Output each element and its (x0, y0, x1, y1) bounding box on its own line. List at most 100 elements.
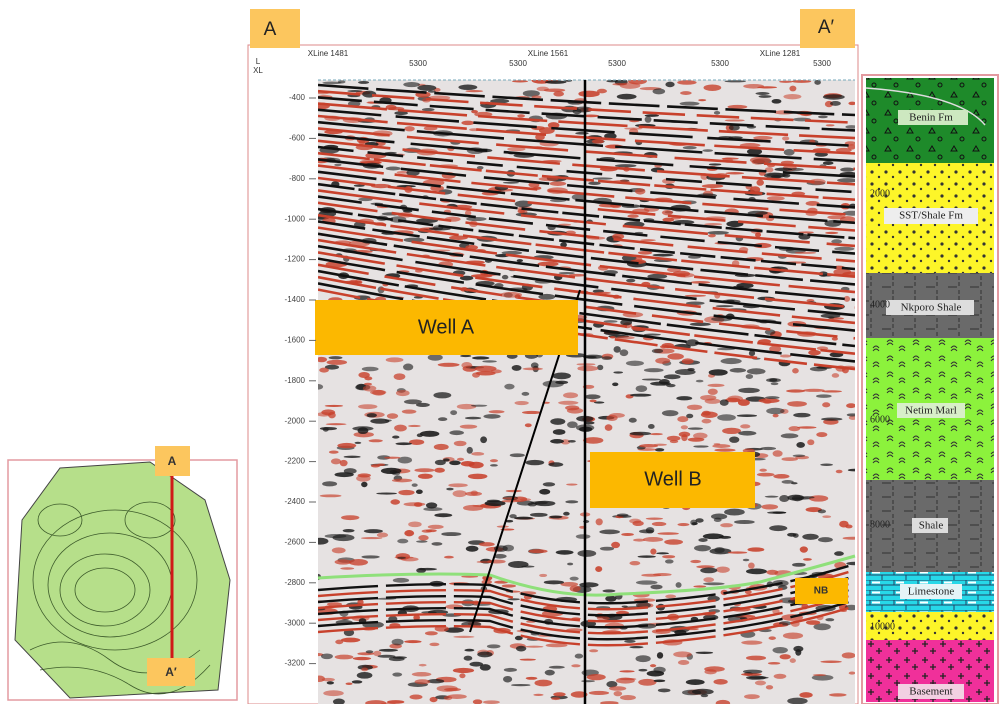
noise (848, 102, 856, 106)
noise (803, 389, 825, 392)
noise (363, 385, 376, 391)
noise (605, 424, 613, 431)
noise (622, 605, 628, 607)
noise (747, 368, 766, 374)
noise (558, 401, 578, 405)
noise (415, 679, 431, 684)
noise (657, 652, 663, 659)
noise (457, 458, 464, 461)
noise (757, 86, 777, 88)
noise (677, 80, 696, 84)
well-label: Well B (644, 468, 701, 490)
noise (650, 548, 656, 554)
noise (620, 349, 629, 356)
noise (551, 697, 560, 700)
noise (688, 438, 705, 442)
noise (367, 413, 377, 417)
noise (779, 81, 793, 83)
noise (512, 365, 522, 371)
noise (404, 530, 414, 536)
noise (459, 673, 465, 678)
depth-tick-label: -1200 (285, 255, 306, 264)
noise (825, 232, 838, 234)
noise (425, 631, 438, 635)
noise (567, 421, 578, 428)
noise (597, 365, 603, 370)
noise (429, 643, 439, 646)
noise (816, 394, 832, 398)
noise (325, 405, 343, 407)
noise (520, 659, 536, 661)
strat-column: Benin Fm SST/Shale Fm Nkporo Shale Netim… (862, 75, 998, 704)
noise (416, 489, 423, 494)
noise (419, 664, 427, 667)
noise (842, 652, 856, 658)
noise (650, 382, 671, 386)
noise (358, 404, 377, 409)
noise (768, 662, 780, 665)
noise (765, 496, 779, 498)
noise (502, 500, 520, 503)
noise (329, 450, 339, 453)
noise (695, 518, 703, 523)
noise (394, 425, 407, 432)
noise (665, 82, 674, 88)
noise (743, 670, 762, 674)
noise (507, 598, 520, 600)
noise (725, 119, 745, 121)
noise (765, 396, 780, 399)
noise (818, 509, 826, 513)
noise (721, 358, 742, 364)
noise (746, 568, 767, 574)
noise (418, 474, 433, 479)
noise (514, 517, 533, 520)
noise (620, 695, 636, 700)
axis-row-label: XL (253, 66, 263, 75)
noise (606, 415, 617, 421)
noise (321, 653, 333, 659)
inline-label: 5300 (608, 59, 626, 68)
noise (553, 429, 566, 435)
noise (690, 560, 701, 563)
noise (322, 481, 337, 486)
noise (387, 413, 398, 419)
noise (624, 640, 635, 643)
layer-label: Basement (909, 686, 952, 698)
noise (820, 661, 841, 663)
noise (520, 498, 531, 501)
noise (361, 555, 379, 558)
noise (761, 504, 778, 509)
noise (453, 668, 474, 673)
noise (335, 640, 343, 645)
noise (700, 568, 717, 574)
noise (596, 518, 603, 525)
noise (472, 356, 489, 359)
noise (740, 424, 750, 428)
noise (650, 585, 662, 590)
noise (652, 522, 667, 526)
seismic-panel: A A′ L XL Well A Well B NB (248, 9, 864, 704)
noise (390, 499, 400, 504)
noise (604, 320, 618, 323)
noise (394, 373, 406, 380)
noise (426, 529, 437, 532)
noise (638, 669, 647, 672)
noise (502, 497, 517, 499)
noise (577, 550, 596, 557)
noise (822, 390, 842, 392)
noise (755, 92, 769, 95)
noise (550, 181, 567, 186)
noise (331, 458, 341, 464)
noise (614, 691, 623, 696)
well-label: Well A (418, 316, 475, 338)
noise (377, 532, 388, 537)
noise (826, 124, 835, 126)
layer-label: SST/Shale Fm (899, 210, 963, 222)
noise (420, 431, 439, 437)
noise (759, 469, 767, 472)
noise (818, 115, 828, 118)
noise (393, 578, 409, 583)
noise (846, 403, 856, 408)
noise (792, 563, 806, 567)
noise (781, 433, 799, 438)
